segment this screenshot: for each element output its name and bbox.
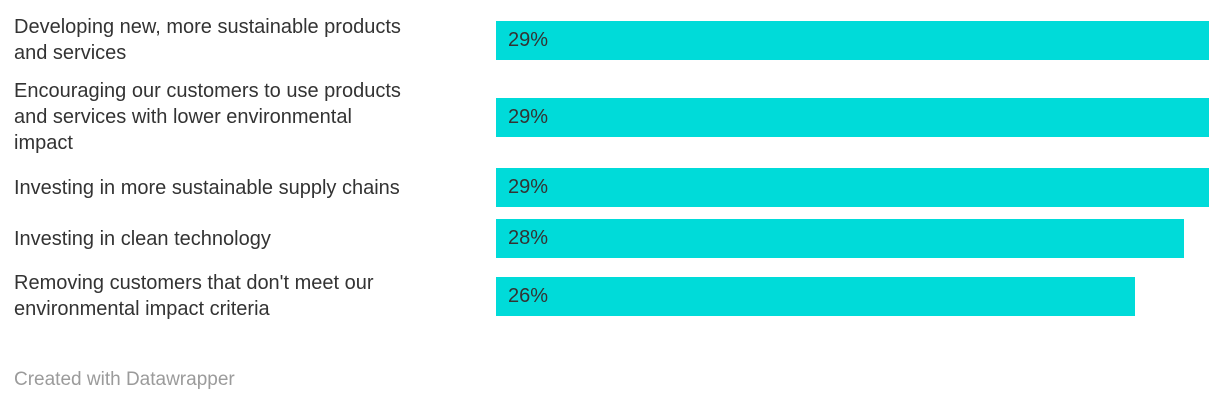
bar: 29% [496,97,1209,137]
category-label: Encouraging our customers to use product… [14,80,401,154]
bar: 29% [496,168,1209,207]
value-label: 28% [508,227,549,249]
category-label: Investing in clean technology [14,227,271,250]
attribution: Created with Datawrapper [14,368,1209,392]
bar-track: 26% [496,276,1209,316]
value-label: 29% [508,176,549,198]
value-label: 29% [508,28,549,51]
datawrapper-attribution-link[interactable]: Created with Datawrapper [14,369,235,390]
value-label: 29% [508,105,549,128]
category-label: Investing in more sustainable supply cha… [14,176,400,199]
bar-track: 28% [496,219,1209,258]
bar-row: Developing new, more sustainable product… [14,8,1209,72]
bar-row: Removing customers that don't meet our e… [14,264,1209,328]
value-label: 26% [508,284,549,307]
bar-rows: Developing new, more sustainable product… [14,8,1209,328]
bar-track: 29% [496,20,1209,60]
bar-track: 29% [496,168,1209,207]
bar: 26% [496,276,1136,316]
bar: 28% [496,219,1185,258]
bar-track: 29% [496,97,1209,137]
bar: 29% [496,20,1209,60]
category-label: Removing customers that don't meet our e… [14,272,374,320]
category-label: Developing new, more sustainable product… [14,16,401,64]
bar-row: Investing in more sustainable supply cha… [14,162,1209,213]
bar-row: Investing in clean technology 28% [14,213,1209,264]
bar-row: Encouraging our customers to use product… [14,72,1209,162]
